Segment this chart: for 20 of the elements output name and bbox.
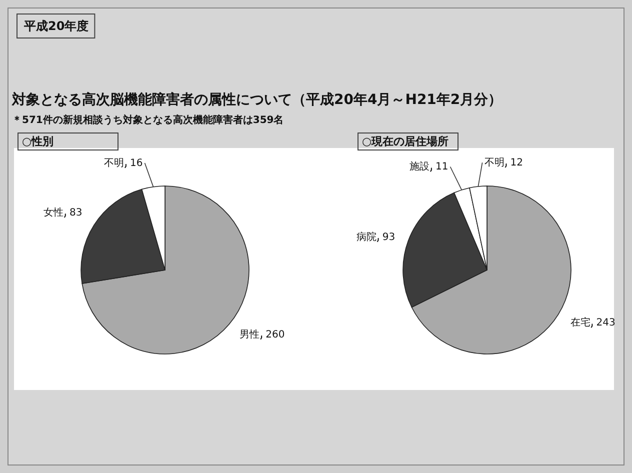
pie-slice: [82, 186, 250, 354]
data-label: 11: [436, 162, 448, 173]
slice-label: 病院: [356, 230, 376, 243]
chart-title: ○現在の居住場所: [362, 135, 449, 148]
data-label: 243: [596, 318, 616, 329]
data-label: 16: [130, 158, 143, 169]
text: 対象となる高次脳機能障害者の属性について（平成20年4月～H21年2月分）: [11, 91, 502, 108]
slice-label: 不明: [104, 158, 124, 169]
chart-title: ○性別: [22, 135, 54, 148]
slice-label: 女性: [43, 206, 64, 219]
data-label: 83: [69, 208, 82, 219]
text: ＊571件の新規相談うち対象となる高次機能障害者は359名: [12, 114, 284, 126]
text: 平成20年度: [23, 19, 89, 33]
data-label: 260: [266, 329, 285, 340]
slice-label: 施設: [410, 160, 430, 173]
data-label: 12: [510, 158, 524, 169]
slice-label: 在宅: [570, 316, 590, 329]
data-label: 93: [382, 232, 396, 243]
slice-label: 不明: [484, 158, 504, 169]
slice-label: 男性: [240, 328, 260, 340]
